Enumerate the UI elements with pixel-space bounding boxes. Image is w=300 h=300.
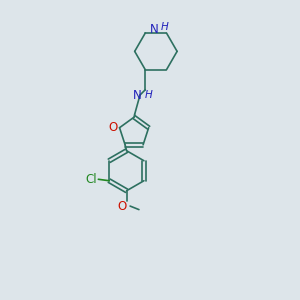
Text: H: H — [144, 90, 152, 100]
Text: O: O — [118, 200, 127, 213]
Text: O: O — [108, 121, 118, 134]
Text: Cl: Cl — [85, 173, 97, 186]
Text: H: H — [160, 22, 168, 32]
Text: N: N — [133, 88, 141, 101]
Text: N: N — [150, 23, 159, 36]
